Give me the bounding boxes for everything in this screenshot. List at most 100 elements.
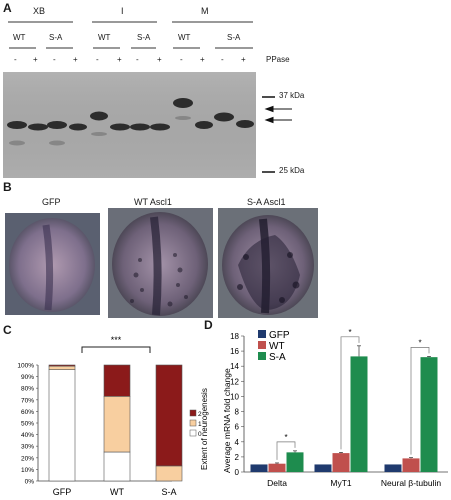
y-tick-label: 100% xyxy=(17,363,34,370)
bar-segment-GFP-score-2 xyxy=(48,364,76,367)
sign-plus: + xyxy=(73,55,78,64)
y-tick-label: 10% xyxy=(21,467,34,474)
arrow-upper-icon xyxy=(264,105,292,113)
sub-label-sa-i: S-A xyxy=(137,33,151,42)
x-category-label: GFP xyxy=(53,487,72,497)
group-label-m: M xyxy=(201,6,209,16)
legend-swatch-WT xyxy=(258,341,266,349)
significance-bracket xyxy=(276,441,296,460)
western-blot-figure xyxy=(3,21,292,178)
legend-swatch-0 xyxy=(189,429,197,437)
y-tick-label: 80% xyxy=(21,386,34,393)
sign-minus: - xyxy=(14,55,17,64)
blot-bands xyxy=(7,98,254,131)
chart-c-neurogenesis: 0% 10% 20% 30% 40% 50% 60% 70% 80% 90% 100% GFP WT S… xyxy=(17,335,209,497)
significance-star: * xyxy=(348,328,351,337)
y-tick-label: 6 xyxy=(235,423,240,432)
embryo-title-sa: S-A Ascl1 xyxy=(247,197,286,207)
y-tick-label: 50% xyxy=(21,421,34,428)
y-tick-label: 18 xyxy=(230,332,239,341)
bar-segment-WT-score-2 xyxy=(103,364,131,397)
y-axis-label: Extent of neurogenesis xyxy=(200,388,209,470)
sub-label-wt-xb: WT xyxy=(13,33,26,42)
y-axis-label-d: Average mRNA fold change xyxy=(222,368,232,473)
x-category-label: WT xyxy=(110,487,124,497)
y-tick-label: 60% xyxy=(21,409,34,416)
legend-label-S-A: S-A xyxy=(269,352,286,363)
bar-segment-GFP-score-0 xyxy=(48,369,76,482)
y-tick-label: 0% xyxy=(25,479,35,486)
sign-minus: - xyxy=(221,55,224,64)
significance-bracket xyxy=(410,347,430,455)
embryo-title-wt: WT Ascl1 xyxy=(134,197,172,207)
bar-S-A-Neural β-tubulin xyxy=(420,357,438,472)
marker-25-label: 25 kDa xyxy=(279,166,305,175)
y-tick-label: 0 xyxy=(235,468,240,477)
group-label-i: I xyxy=(121,6,124,16)
bar-segment-WT-score-0 xyxy=(103,451,131,482)
significance-bracket xyxy=(81,346,151,353)
y-tick-label: 10 xyxy=(230,392,239,401)
legend-c: 2 1 0 xyxy=(189,409,202,438)
legend-label-GFP: GFP xyxy=(269,330,290,341)
sign-minus: - xyxy=(53,55,56,64)
legend-label-1: 1 xyxy=(198,421,202,428)
legend-label-WT: WT xyxy=(269,341,285,352)
legend-swatch-2 xyxy=(189,409,197,417)
sign-minus: - xyxy=(96,55,99,64)
sub-label-sa-m: S-A xyxy=(227,33,241,42)
significance-stars: *** xyxy=(111,335,122,345)
panel-c-label: C xyxy=(3,323,12,337)
legend-swatch-1 xyxy=(189,419,197,427)
significance-star: * xyxy=(418,338,421,347)
y-tick-label: 16 xyxy=(230,347,239,356)
bar-GFP-Delta xyxy=(250,464,268,472)
y-tick-label: 40% xyxy=(21,432,34,439)
chart-d-mrna: Average mRNA fold change 0 2 4 6 8 10 12 14 16 18… xyxy=(222,328,448,488)
bar-segment-GFP-score-1 xyxy=(48,365,76,370)
sub-label-wt-m: WT xyxy=(178,33,191,42)
x-category-label: Neural β-tubulin xyxy=(381,478,441,488)
x-category-label: S-A xyxy=(161,487,176,497)
y-tick-label: 20% xyxy=(21,455,34,462)
bar-WT-MyT1 xyxy=(332,453,350,472)
bar-S-A-Delta xyxy=(286,452,304,472)
significance-star: * xyxy=(284,433,287,442)
legend-swatch-S-A xyxy=(258,352,266,360)
marker-37-label: 37 kDa xyxy=(279,91,305,100)
significance-bracket xyxy=(340,336,360,450)
bar-WT-Neural β-tubulin xyxy=(402,458,420,472)
bar-GFP-Neural β-tubulin xyxy=(384,464,402,472)
sub-label-sa-xb: S-A xyxy=(49,33,63,42)
y-tick-label: 30% xyxy=(21,444,34,451)
bar-segment-WT-score-1 xyxy=(103,396,131,453)
sign-plus: + xyxy=(200,55,205,64)
panel-b-label: B xyxy=(3,180,12,194)
y-tick-label: 90% xyxy=(21,374,34,381)
y-tick-label: 12 xyxy=(230,377,239,386)
y-tick-label: 14 xyxy=(230,362,239,371)
y-tick-label: 8 xyxy=(235,408,240,417)
sub-label-wt-i: WT xyxy=(98,33,111,42)
bar-GFP-MyT1 xyxy=(314,464,332,472)
embryo-images xyxy=(5,208,318,318)
arrow-lower-icon xyxy=(264,116,292,124)
sign-plus: + xyxy=(33,55,38,64)
sign-plus: + xyxy=(117,55,122,64)
embryo-title-gfp: GFP xyxy=(42,197,61,207)
sign-plus: + xyxy=(241,55,246,64)
ppase-label: PPase xyxy=(266,55,290,64)
bar-segment-S-A-score-1 xyxy=(155,465,183,482)
legend-label-2: 2 xyxy=(198,411,202,418)
legend-swatch-GFP xyxy=(258,330,266,338)
bar-S-A-MyT1 xyxy=(350,356,368,472)
panel-a-label: A xyxy=(3,1,12,15)
y-tick-label: 4 xyxy=(235,438,240,447)
sign-minus: - xyxy=(136,55,139,64)
sign-plus: + xyxy=(157,55,162,64)
y-tick-label: 2 xyxy=(235,453,240,462)
y-tick-label: 70% xyxy=(21,397,34,404)
legend-label-0: 0 xyxy=(198,431,202,438)
group-label-xb: XB xyxy=(33,6,46,16)
